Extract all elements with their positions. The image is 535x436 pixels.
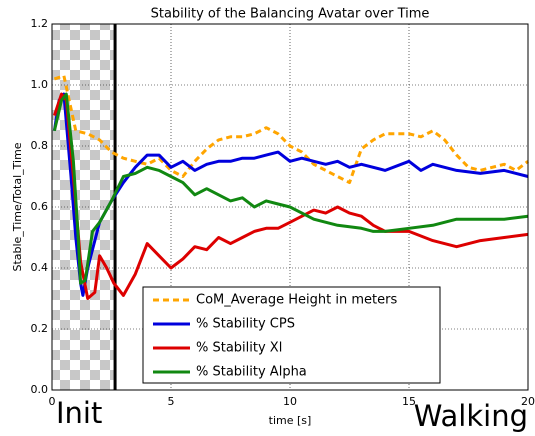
plot-frame	[51, 23, 529, 391]
y-tick-label: 0.0	[31, 383, 49, 396]
y-axis-label: Stable_Time/Total_Time	[11, 142, 24, 271]
legend-label: % Stability Xl	[196, 341, 282, 356]
legend-label: CoM_Average Height in meters	[196, 293, 397, 308]
series-line	[52, 92, 529, 285]
y-tick-label: 1.0	[31, 78, 49, 91]
y-tick-label: 0.4	[31, 261, 49, 274]
chart-title: Stability of the Balancing Avatar over T…	[151, 7, 430, 22]
annotation: Walking	[414, 399, 528, 433]
legend-label: % Stability Alpha	[196, 365, 307, 380]
y-tick-label: 1.2	[31, 17, 49, 30]
series-line	[53, 74, 529, 185]
y-tick-label: 0.2	[31, 322, 49, 335]
x-axis-label: time [s]	[269, 414, 312, 427]
legend-box	[142, 286, 441, 384]
x-tick-label: 5	[168, 395, 175, 408]
x-tick-label: 10	[283, 395, 297, 408]
series-line	[52, 92, 529, 300]
legend: CoM_Average Height in meters % Stability …	[142, 286, 441, 384]
x-tick-label: 20	[521, 395, 535, 408]
series-line	[52, 92, 529, 297]
x-tick-label: 15	[402, 395, 416, 408]
y-tick-label: 0.8	[31, 139, 49, 152]
x-tick-label: 0	[49, 395, 56, 408]
y-tick-label: 0.6	[31, 200, 49, 213]
legend-label: % Stability CPS	[196, 317, 295, 332]
annotation: Init	[56, 396, 102, 430]
init-region	[52, 24, 116, 390]
